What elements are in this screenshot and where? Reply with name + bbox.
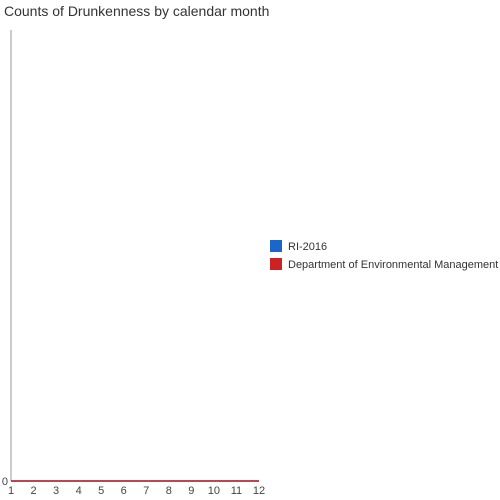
x-tick-label: 2 (30, 485, 36, 497)
x-tick-label: 9 (188, 485, 194, 497)
x-tick-label: 10 (208, 485, 220, 497)
legend-swatch-2 (270, 258, 282, 270)
x-tick-label: 8 (166, 485, 172, 497)
x-tick-label: 1 (8, 485, 14, 497)
x-tick-labels: 1 2 3 4 5 6 7 8 9 10 11 12 (8, 485, 265, 497)
axes (10, 30, 259, 482)
legend-label-1: RI-2016 (288, 241, 327, 253)
x-tick-label: 3 (53, 485, 59, 497)
x-tick-label: 7 (143, 485, 149, 497)
y-tick-labels: 0 (2, 476, 8, 488)
x-tick-label: 4 (76, 485, 82, 497)
x-tick-label: 12 (253, 485, 265, 497)
x-tick-label: 6 (121, 485, 127, 497)
chart-title: Counts of Drunkenness by calendar month (4, 3, 270, 19)
legend-label-2: Department of Environmental Management (288, 259, 498, 271)
legend: RI-2016 Department of Environmental Manag… (270, 240, 498, 271)
x-tick-label: 11 (231, 485, 242, 497)
x-tick-label: 5 (98, 485, 104, 497)
y-tick-label: 0 (2, 476, 8, 488)
legend-swatch-1 (270, 240, 282, 252)
